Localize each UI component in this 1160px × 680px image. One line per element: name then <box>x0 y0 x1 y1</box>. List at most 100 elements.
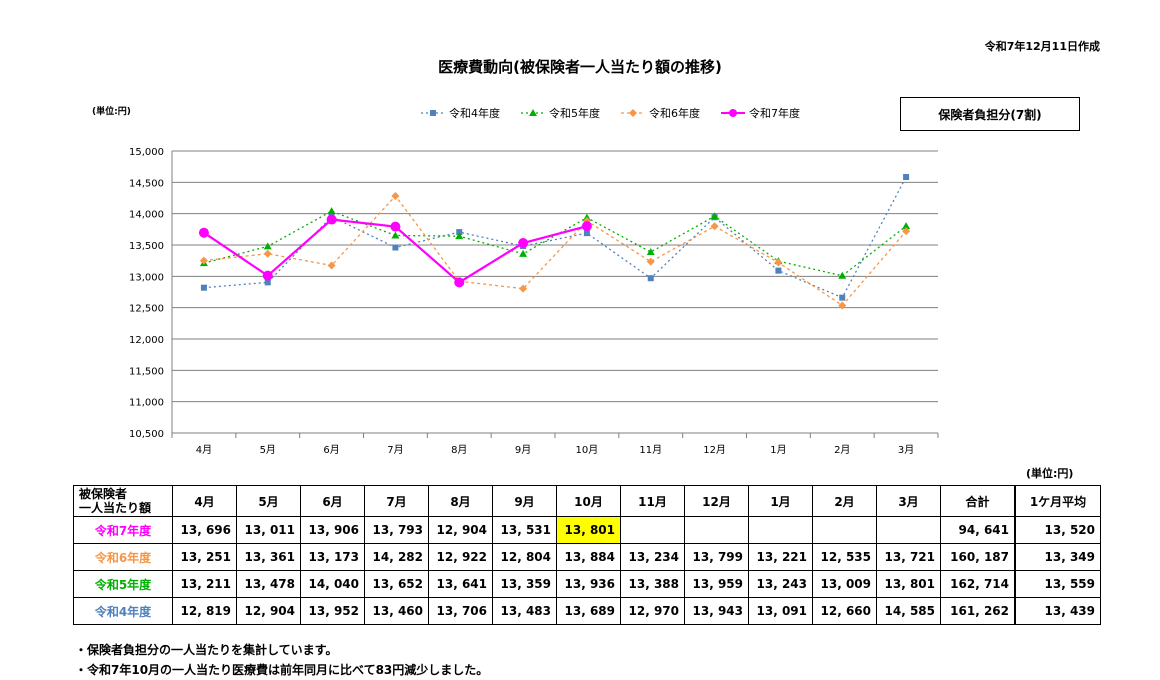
month-header: 11月 <box>620 485 685 517</box>
table-cell: 12, 904 <box>428 516 493 544</box>
data-point <box>390 221 401 232</box>
month-header: 9月 <box>492 485 557 517</box>
row-label: 令和5年度 <box>73 570 173 598</box>
avg-header: 1ケ月平均 <box>1015 485 1101 517</box>
avg-row: 13, 349 <box>1015 543 1101 571</box>
data-point <box>198 227 209 238</box>
table-cell: 13, 359 <box>492 570 557 598</box>
month-header: 7月 <box>364 485 429 517</box>
x-tick-label: 1月 <box>770 444 786 456</box>
table-cell: 13, 460 <box>364 597 429 625</box>
total-cell: 160, 187 <box>940 543 1015 571</box>
y-tick-label: 13,000 <box>129 272 164 283</box>
data-point <box>199 256 208 265</box>
month-header: 4月 <box>172 485 237 517</box>
data-point <box>200 284 207 291</box>
table-cell: 13, 721 <box>876 543 941 571</box>
data-point <box>391 231 400 239</box>
data-point <box>263 249 272 258</box>
data-point <box>838 271 847 279</box>
data-point <box>647 275 654 282</box>
month-header: 2月 <box>812 485 877 517</box>
table-cell: 13, 361 <box>236 543 301 571</box>
data-point <box>519 284 528 293</box>
data-point <box>454 277 465 288</box>
table-cell: 14, 282 <box>364 543 429 571</box>
legend-label: 令和4年度 <box>449 107 500 120</box>
line-chart: 10,500 11,000 11,500 12,000 12,500 13,000 13,5… <box>129 147 939 456</box>
table-cell: 13, 388 <box>620 570 685 598</box>
table-corner-header: 被保険者 一人当たり額 <box>73 485 173 517</box>
table-cell: 12, 660 <box>812 597 877 625</box>
corner-line-1: 被保険者 <box>79 487 128 501</box>
data-point <box>518 238 529 249</box>
series-line-6 <box>203 194 907 307</box>
table-unit-label: (単位:円) <box>1026 467 1074 480</box>
table-row: 令和5年度 13, 211 13, 478 14, 040 13, 652 13, 641… <box>73 570 1015 598</box>
data-point <box>581 221 592 232</box>
avg-row: 13, 559 <box>1015 570 1101 598</box>
burden-badge-text: 保険者負担分(7割) <box>938 107 1042 122</box>
note-line: ・保険者負担分の一人当たりを集計しています。 <box>75 643 338 657</box>
table-cell: 13, 652 <box>364 570 429 598</box>
avg-row: 13, 439 <box>1015 597 1101 625</box>
data-point <box>326 214 337 225</box>
table-cell: 13, 211 <box>172 570 237 598</box>
table-cell: 13, 696 <box>172 516 237 544</box>
table-cell: 13, 531 <box>492 516 557 544</box>
table-cell: 14, 040 <box>300 570 365 598</box>
legend-item: 令和4年度 <box>420 105 500 121</box>
table-cell: 13, 483 <box>492 597 557 625</box>
data-point <box>392 244 399 251</box>
month-header: 1月 <box>748 485 813 517</box>
x-tick-label: 2月 <box>834 444 850 456</box>
table-cell: 13, 799 <box>684 543 749 571</box>
data-point <box>327 261 336 270</box>
data-point <box>902 222 911 230</box>
corner-line-2: 一人当たり額 <box>79 501 152 515</box>
data-point <box>583 230 590 237</box>
table-row: 令和7年度 13, 696 13, 011 13, 906 13, 793 12, 904… <box>73 516 1015 544</box>
y-tick-label: 13,500 <box>129 241 164 252</box>
legend-swatch <box>421 110 445 116</box>
legend-marker <box>729 109 737 117</box>
avg-header-row: 1ケ月平均 <box>1015 485 1101 517</box>
data-point <box>262 270 273 281</box>
data-point <box>903 174 910 181</box>
y-tick-label: 15,000 <box>129 147 164 158</box>
avg-cell: 13, 520 <box>1015 516 1101 544</box>
table-cell: 13, 706 <box>428 597 493 625</box>
table-cell: 13, 689 <box>556 597 621 625</box>
data-point <box>263 242 272 250</box>
y-tick-label: 14,500 <box>129 178 164 189</box>
x-tick-label: 4月 <box>196 444 212 456</box>
month-header: 6月 <box>300 485 365 517</box>
series-line-4 <box>203 176 907 299</box>
legend-item: 令和6年度 <box>620 105 700 121</box>
data-point <box>710 222 719 231</box>
total-cell: 161, 262 <box>940 597 1015 625</box>
data-point <box>710 212 719 220</box>
legend-item: 令和5年度 <box>520 105 600 121</box>
x-tick-label: 9月 <box>515 444 531 456</box>
data-point <box>839 294 846 301</box>
month-header: 3月 <box>876 485 941 517</box>
table-cell: 13, 793 <box>364 516 429 544</box>
table-row: 令和4年度 12, 819 12, 904 13, 952 13, 460 13, 706… <box>73 597 1015 625</box>
y-tick-label: 12,500 <box>129 304 164 315</box>
month-header: 5月 <box>236 485 301 517</box>
table-cell: 12, 970 <box>620 597 685 625</box>
row-label: 令和4年度 <box>73 597 173 625</box>
legend-label: 令和7年度 <box>749 107 800 120</box>
created-date: 令和7年12月11日作成 <box>984 40 1100 53</box>
data-point <box>455 232 464 240</box>
legend-label: 令和6年度 <box>649 107 700 120</box>
data-table: 被保険者 一人当たり額 4月 5月 6月 7月 8月 9月 10月 11月 12月… <box>73 485 1015 625</box>
table-cell <box>812 516 877 544</box>
table-cell: 13, 641 <box>428 570 493 598</box>
month-header: 10月 <box>556 485 621 517</box>
table-cell: 13, 801 <box>556 516 621 544</box>
table-cell: 13, 478 <box>236 570 301 598</box>
avg-cell: 13, 349 <box>1015 543 1101 571</box>
note-line: ・令和7年10月の一人当たり医療費は前年同月に比べて83円減少しました。 <box>75 663 489 677</box>
